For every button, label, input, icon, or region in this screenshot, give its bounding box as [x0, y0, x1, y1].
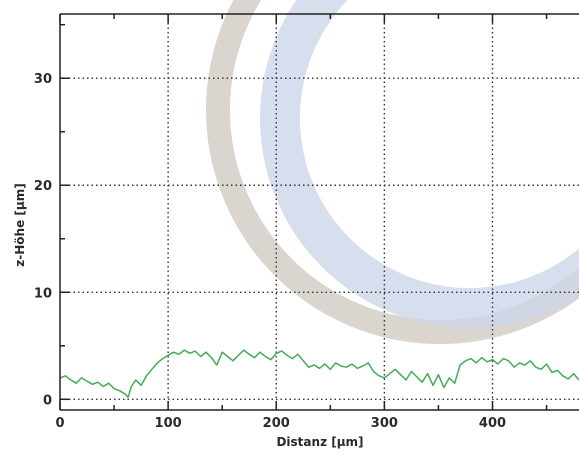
x-axis-label: Distanz [µm] — [276, 435, 363, 449]
x-tick-label-400: 400 — [479, 416, 506, 431]
y-tick-label-30: 30 — [34, 72, 52, 87]
grid-lines — [60, 14, 579, 410]
x-tick-label-100: 100 — [155, 416, 182, 431]
x-tick-label-300: 300 — [371, 416, 398, 431]
y-tick-label-20: 20 — [34, 179, 52, 194]
watermark-ring-outer — [206, 0, 579, 344]
y-tick-label-10: 10 — [34, 286, 52, 301]
series-line-0 — [59, 349, 579, 398]
background-watermark — [206, 0, 579, 344]
y-tick-label-0: 0 — [43, 393, 52, 408]
x-tick-label-200: 200 — [263, 416, 290, 431]
tick-labels: 0 100 200 300 400 0 10 20 30 — [34, 72, 506, 431]
watermark-ring-inner — [260, 0, 579, 328]
y-axis-label: z-Höhe [µm] — [13, 183, 27, 266]
axes — [59, 13, 579, 411]
x-tick-label-0: 0 — [55, 416, 64, 431]
series-layer — [59, 349, 579, 398]
